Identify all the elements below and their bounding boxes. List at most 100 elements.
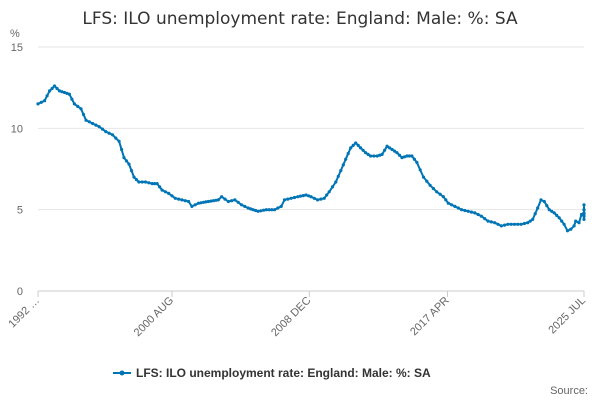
data-point[interactable] bbox=[230, 199, 234, 203]
data-point[interactable] bbox=[279, 204, 283, 208]
data-point[interactable] bbox=[104, 130, 108, 134]
data-point[interactable] bbox=[127, 162, 131, 166]
data-point[interactable] bbox=[483, 217, 487, 221]
data-point[interactable] bbox=[565, 229, 570, 233]
data-point[interactable] bbox=[173, 196, 177, 200]
data-point[interactable] bbox=[100, 127, 105, 131]
data-point[interactable] bbox=[316, 198, 320, 202]
data-point[interactable] bbox=[163, 190, 167, 194]
data-point[interactable] bbox=[84, 118, 88, 122]
data-point[interactable] bbox=[400, 156, 404, 160]
data-point[interactable] bbox=[412, 157, 416, 161]
data-point[interactable] bbox=[346, 151, 350, 156]
data-point[interactable] bbox=[395, 151, 399, 155]
data-point[interactable] bbox=[322, 196, 326, 200]
data-point[interactable] bbox=[330, 185, 335, 189]
legend[interactable]: LFS: ILO unemployment rate: England: Mal… bbox=[113, 366, 431, 380]
data-point[interactable] bbox=[503, 223, 507, 227]
data-point[interactable] bbox=[366, 152, 370, 156]
data-point[interactable] bbox=[405, 154, 409, 158]
data-point[interactable] bbox=[180, 198, 184, 202]
data-point[interactable] bbox=[550, 209, 554, 213]
data-point[interactable] bbox=[298, 194, 303, 198]
data-point[interactable] bbox=[407, 154, 411, 158]
data-point[interactable] bbox=[122, 156, 126, 160]
data-point[interactable] bbox=[107, 131, 111, 135]
data-point[interactable] bbox=[519, 222, 523, 226]
data-point[interactable] bbox=[193, 203, 197, 207]
data-point[interactable] bbox=[562, 222, 566, 226]
data-point[interactable] bbox=[378, 153, 382, 157]
data-point[interactable] bbox=[43, 99, 47, 103]
data-point[interactable] bbox=[276, 206, 280, 210]
data-point[interactable] bbox=[196, 201, 201, 205]
data-point[interactable] bbox=[243, 204, 247, 208]
data-point[interactable] bbox=[110, 133, 115, 137]
data-point[interactable] bbox=[216, 198, 220, 202]
data-point[interactable] bbox=[120, 147, 124, 152]
data-point[interactable] bbox=[380, 152, 384, 156]
data-point[interactable] bbox=[547, 208, 551, 212]
data-point[interactable] bbox=[453, 204, 457, 208]
data-point[interactable] bbox=[48, 89, 52, 93]
data-point[interactable] bbox=[94, 123, 98, 127]
data-point[interactable] bbox=[531, 217, 535, 221]
data-point[interactable] bbox=[259, 209, 263, 213]
data-point[interactable] bbox=[489, 220, 493, 224]
data-point[interactable] bbox=[415, 160, 419, 165]
data-point[interactable] bbox=[304, 193, 308, 197]
data-point[interactable] bbox=[72, 102, 76, 106]
data-point[interactable] bbox=[516, 222, 520, 226]
data-point[interactable] bbox=[309, 195, 313, 199]
data-point[interactable] bbox=[552, 211, 556, 215]
data-point[interactable] bbox=[506, 222, 510, 226]
data-point[interactable] bbox=[582, 203, 586, 207]
data-point[interactable] bbox=[577, 221, 581, 225]
data-point[interactable] bbox=[236, 200, 240, 204]
data-point[interactable] bbox=[469, 210, 474, 214]
data-point[interactable] bbox=[574, 219, 578, 223]
data-point[interactable] bbox=[256, 209, 260, 213]
data-point[interactable] bbox=[582, 214, 586, 218]
data-point[interactable] bbox=[509, 222, 513, 226]
data-point[interactable] bbox=[493, 221, 497, 225]
data-point[interactable] bbox=[209, 199, 213, 203]
data-point[interactable] bbox=[199, 201, 203, 205]
data-point[interactable] bbox=[388, 146, 392, 150]
data-point[interactable] bbox=[438, 192, 442, 196]
data-point[interactable] bbox=[383, 148, 387, 152]
data-point[interactable] bbox=[39, 100, 43, 104]
data-point[interactable] bbox=[134, 178, 138, 182]
data-point[interactable] bbox=[539, 198, 543, 202]
data-point[interactable] bbox=[319, 197, 323, 201]
data-point[interactable] bbox=[167, 191, 171, 195]
data-point[interactable] bbox=[341, 163, 345, 167]
data-point[interactable] bbox=[239, 203, 244, 207]
data-point[interactable] bbox=[354, 141, 358, 145]
data-point[interactable] bbox=[572, 224, 576, 228]
data-point[interactable] bbox=[428, 183, 432, 187]
data-point[interactable] bbox=[143, 180, 148, 184]
data-point[interactable] bbox=[249, 207, 253, 211]
data-point[interactable] bbox=[533, 212, 537, 216]
data-point[interactable] bbox=[421, 175, 426, 179]
data-point[interactable] bbox=[76, 104, 80, 108]
data-point[interactable] bbox=[220, 195, 224, 199]
data-point[interactable] bbox=[129, 169, 134, 173]
data-point[interactable] bbox=[512, 222, 517, 226]
data-point[interactable] bbox=[289, 196, 293, 200]
data-point[interactable] bbox=[325, 193, 329, 197]
data-point[interactable] bbox=[569, 227, 573, 231]
data-point[interactable] bbox=[460, 208, 464, 212]
data-point[interactable] bbox=[393, 149, 397, 153]
data-point[interactable] bbox=[233, 198, 237, 202]
data-point[interactable] bbox=[132, 175, 136, 179]
data-point[interactable] bbox=[187, 199, 191, 204]
data-point[interactable] bbox=[375, 154, 379, 158]
data-point[interactable] bbox=[441, 195, 445, 199]
data-point[interactable] bbox=[158, 185, 162, 189]
data-point[interactable] bbox=[153, 182, 157, 186]
data-point[interactable] bbox=[214, 198, 218, 202]
data-point[interactable] bbox=[201, 200, 206, 204]
data-point[interactable] bbox=[36, 102, 40, 106]
